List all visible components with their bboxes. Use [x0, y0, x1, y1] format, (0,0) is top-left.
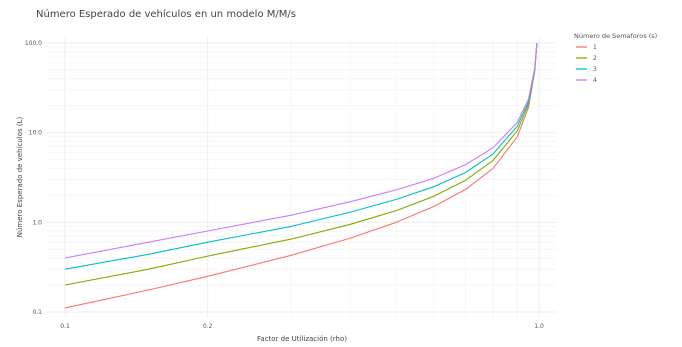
x-tick-label: 0.2 [203, 323, 213, 330]
y-tick-label: 1.0 [32, 219, 42, 226]
series-line-4 [64, 42, 538, 259]
series-lines [64, 42, 538, 309]
legend: Número de Semaforos (s) 1 2 3 4 [574, 32, 657, 84]
x-tick-label: 0.1 [60, 323, 70, 330]
legend-items: 1 2 3 4 [576, 44, 597, 84]
legend-label-4: 4 [593, 77, 597, 84]
legend-label-2: 2 [593, 55, 597, 62]
legend-label-3: 3 [593, 66, 597, 73]
x-axis-title: Factor de Utilización (rho) [257, 335, 347, 343]
grid [47, 38, 556, 318]
x-tick-label: 1.0 [534, 323, 544, 330]
y-tick-label: 100.0 [25, 40, 42, 47]
y-axis-title: Número Esperado de vehículos (L) [16, 116, 24, 237]
x-axis-ticks: 0.1 0.2 1.0 [60, 323, 544, 330]
series-line-2 [64, 42, 538, 286]
legend-label-1: 1 [593, 44, 597, 51]
legend-title: Número de Semaforos (s) [574, 32, 657, 40]
y-tick-label: 10.0 [29, 130, 43, 137]
y-axis-ticks: 0.1 1.0 10.0 100.0 [25, 40, 42, 316]
chart-title: Número Esperado de vehículos en un model… [36, 8, 296, 20]
y-tick-label: 0.1 [32, 309, 42, 316]
series-line-3 [64, 42, 538, 270]
series-line-1 [64, 43, 538, 309]
